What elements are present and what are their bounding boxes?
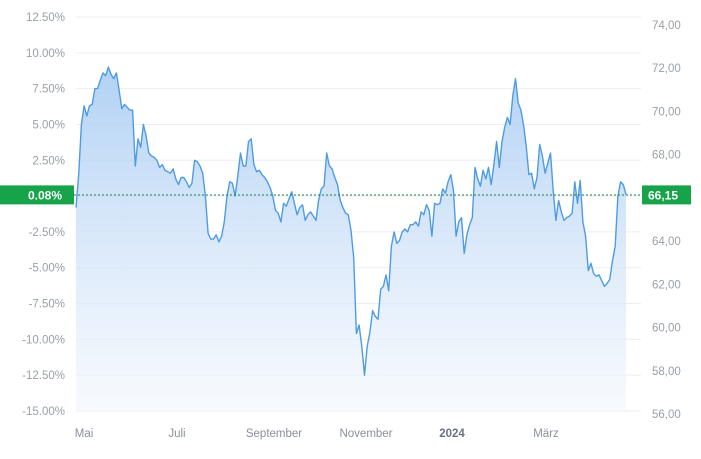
y-right-tick-label: 74,00	[652, 20, 681, 32]
x-tick-label: März	[533, 428, 559, 440]
y-axis-left: 12.50%10.00%7.50%5.00%2.50%0.00%-2.50%-5…	[22, 12, 65, 418]
price-line	[75, 66, 627, 376]
x-tick-label: 2024	[439, 428, 465, 440]
y-left-tick-label: -10.00%	[22, 334, 65, 346]
y-left-tick-label: -12.50%	[22, 370, 65, 382]
y-right-tick-label: 56,00	[652, 409, 681, 421]
y-left-tick-label: -5.00%	[29, 263, 65, 275]
y-left-tick-label: -2.50%	[29, 227, 65, 239]
x-axis: Mai Juli September November 2024 März	[75, 428, 559, 440]
x-tick-label: November	[339, 428, 392, 440]
current-price-badge: 66,15	[642, 185, 691, 205]
y-right-tick-label: 64,00	[652, 236, 681, 248]
y-right-tick-label: 62,00	[652, 279, 681, 291]
current-price-label: 66,15	[648, 188, 678, 202]
x-tick-label: Mai	[75, 428, 94, 440]
area-fill	[76, 67, 626, 411]
y-left-tick-label: 2.50%	[32, 155, 65, 167]
y-left-tick-label: -7.50%	[29, 299, 65, 311]
y-right-tick-label: 68,00	[652, 150, 681, 162]
y-left-tick-label: 10.00%	[26, 48, 65, 60]
y-axis-right: 74,0072,0070,0068,0066,0064,0062,0060,00…	[652, 20, 681, 421]
y-right-tick-label: 60,00	[652, 323, 681, 335]
y-left-tick-label: 5.00%	[32, 119, 65, 131]
y-left-tick-label: 7.50%	[32, 84, 65, 96]
y-right-tick-label: 72,00	[652, 63, 681, 75]
current-percent-badge: 0.08%	[0, 185, 74, 205]
x-tick-label: Juli	[168, 428, 185, 440]
y-left-tick-label: 12.50%	[26, 12, 65, 24]
y-right-tick-label: 70,00	[652, 106, 681, 118]
y-left-tick-label: -15.00%	[22, 406, 65, 418]
x-tick-label: September	[246, 428, 302, 440]
y-right-tick-label: 58,00	[652, 366, 681, 378]
current-percent-label: 0.08%	[28, 188, 62, 202]
